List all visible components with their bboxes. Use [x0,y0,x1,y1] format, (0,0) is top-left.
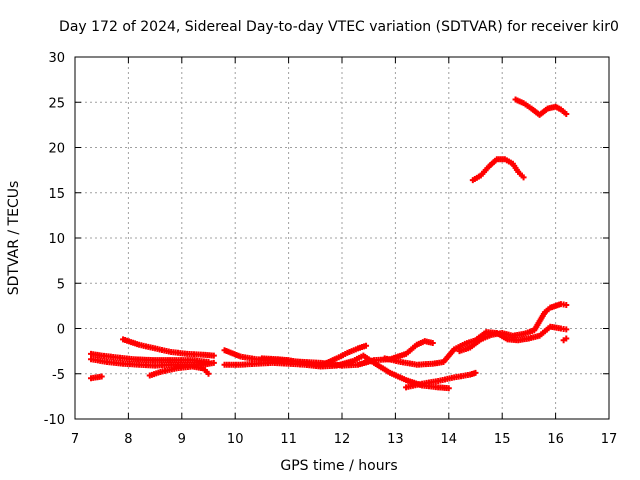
data-point [429,339,436,346]
series-arc-d [120,336,217,359]
series-arc-h [258,342,370,369]
data-point [210,359,217,366]
series-arc-e [146,363,212,379]
y-tick-label: 5 [57,277,65,292]
y-tick-label: -5 [52,368,65,383]
series-arc-i [403,369,479,391]
x-tick-label: 10 [227,432,244,447]
x-tick-label: 12 [334,432,351,447]
data-point [445,385,452,392]
x-tick-label: 15 [494,432,511,447]
series-arc-m [469,156,527,184]
x-tick-label: 7 [71,432,79,447]
series-arc-n [512,96,570,118]
data-point [563,335,570,342]
data-point [363,342,370,349]
y-tick-label: 25 [48,96,65,111]
data-point [210,352,217,359]
x-axis-label: GPS time / hours [280,458,397,474]
y-tick-label: 30 [48,51,65,66]
x-tick-label: 16 [547,432,564,447]
x-tick-label: 9 [178,432,186,447]
y-tick-label: 15 [48,187,65,202]
data-point [205,370,212,377]
series-arc-c [88,373,105,382]
data-point [563,111,570,118]
data-point [520,174,527,181]
x-tick-label: 11 [280,432,297,447]
data-point [563,326,570,333]
x-tick-label: 14 [441,432,458,447]
x-tick-label: 17 [601,432,618,447]
data-point [563,301,570,308]
tick-labels: 7 8 9 10 11 12 13 14 15 16 17 -10 -5 0 5 10 15 20 25 30 [44,51,618,447]
chart-title: Day 172 of 2024, Sidereal Day-to-day VTE… [59,19,619,35]
y-tick-label: 0 [57,323,65,338]
series-arc-l [560,335,570,344]
x-tick-label: 8 [124,432,132,447]
y-tick-label: 20 [48,142,65,157]
data-points [88,96,570,392]
y-tick-label: 10 [48,232,65,247]
x-tick-label: 13 [387,432,404,447]
y-tick-label: -10 [44,413,65,428]
plot-frame [74,56,610,420]
data-point [98,373,105,380]
data-point [472,369,479,376]
series-arc-k [456,301,570,355]
y-axis-label: SDTVAR / TECUs [6,181,22,296]
